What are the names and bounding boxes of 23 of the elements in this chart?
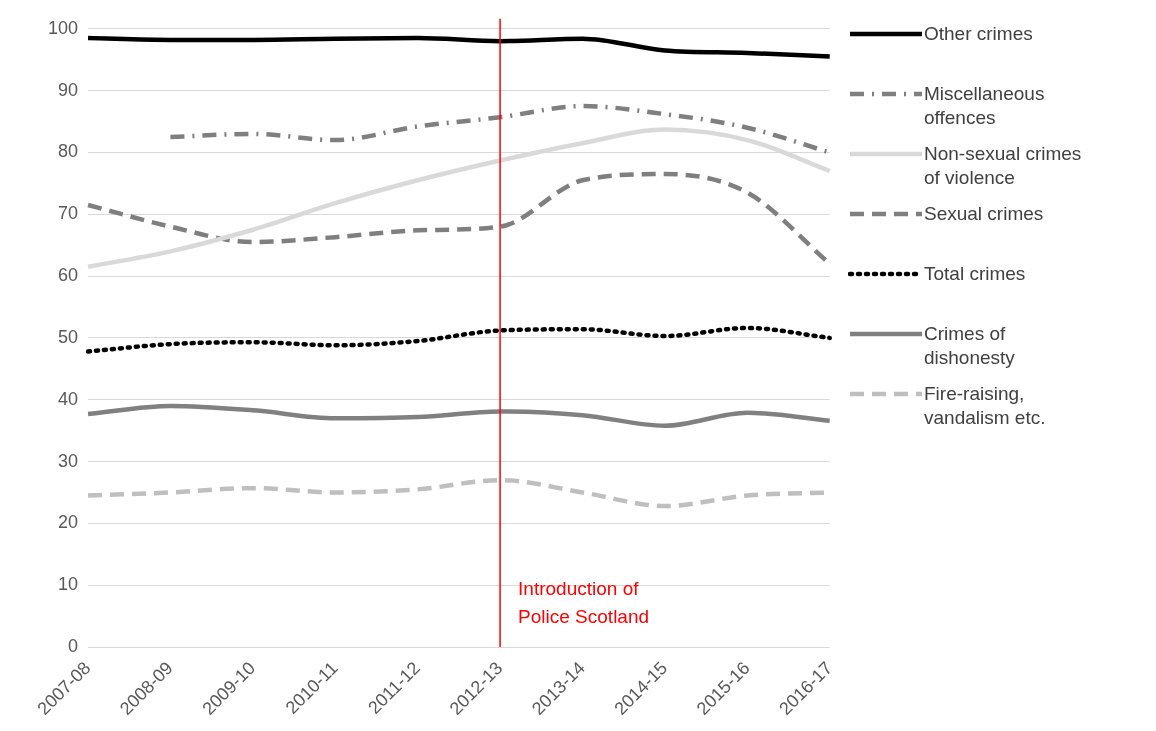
legend-label: Sexual crimes [924, 202, 1045, 226]
y-tick-label: 80 [58, 141, 79, 162]
y-tick-label: 100 [47, 17, 79, 38]
y-tick-label: 60 [58, 265, 79, 286]
y-tick-label: 0 [68, 635, 79, 656]
line-series [85, 35, 832, 59]
legend-label: Total crimes [924, 262, 1027, 286]
y-tick-label: 20 [58, 512, 79, 533]
line-series [85, 127, 832, 270]
line-series [85, 325, 832, 354]
line-series [85, 403, 832, 428]
y-tick-label: 70 [58, 203, 79, 224]
y-tick-label: 40 [58, 388, 79, 409]
y-tick-label: 50 [58, 326, 79, 347]
legend-label: Other crimes [924, 22, 1034, 46]
legend-label: Crimes of dishonesty [924, 322, 1016, 370]
legend-label: Non-sexual crimes of violence [924, 142, 1083, 190]
legend-label: Miscellaneous offences [924, 82, 1046, 130]
y-tick-label: 90 [58, 79, 79, 100]
y-tick-label: 30 [58, 450, 79, 471]
legend-label: Fire-raising, vandalism etc. [924, 382, 1047, 430]
y-tick-label: 10 [58, 574, 79, 595]
ref-line-label: Introduction of Police Scotland [518, 578, 650, 628]
